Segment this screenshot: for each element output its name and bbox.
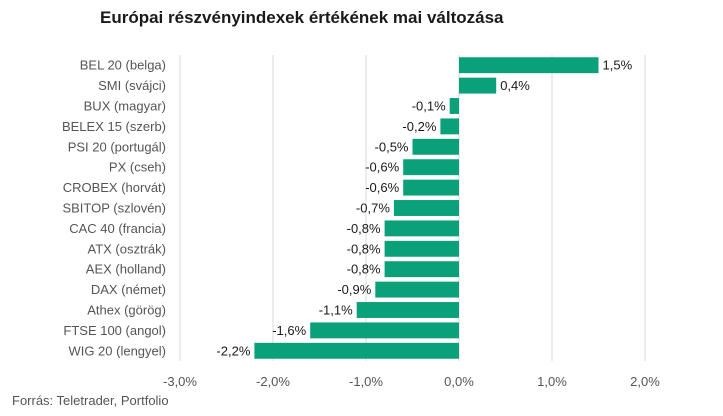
- bar: [403, 159, 459, 176]
- chart-title: Európai részvényindexek értékének mai vá…: [100, 8, 504, 27]
- data-label: 1,5%: [603, 58, 633, 73]
- bar: [375, 281, 459, 298]
- data-label: -0,1%: [412, 99, 446, 114]
- data-label: -0,7%: [356, 201, 390, 216]
- category-label: PSI 20 (portugál): [68, 139, 166, 154]
- category-label: ATX (osztrák): [88, 241, 167, 256]
- x-tick-label: -1,0%: [349, 374, 383, 389]
- category-label: SBITOP (szlovén): [62, 201, 166, 216]
- bar: [310, 322, 459, 339]
- data-label: -0,8%: [347, 241, 381, 256]
- category-label: Athex (görög): [87, 303, 166, 318]
- category-label: CAC 40 (francia): [69, 221, 166, 236]
- bar: [440, 118, 459, 135]
- category-label: BELEX 15 (szerb): [62, 119, 166, 134]
- data-label: -0,5%: [375, 139, 409, 154]
- x-tick-label: 2,0%: [630, 374, 660, 389]
- data-label: 0,4%: [500, 78, 530, 93]
- bar: [384, 220, 459, 237]
- bar: [393, 200, 459, 216]
- bar: [449, 98, 459, 114]
- bar: [459, 57, 599, 74]
- data-label: -0,2%: [402, 119, 436, 134]
- source-note: Forrás: Teletrader, Portfolio: [12, 393, 169, 408]
- data-label: -0,8%: [347, 262, 381, 277]
- category-label: CROBEX (horvát): [63, 180, 166, 195]
- x-tick-label: -2,0%: [256, 374, 290, 389]
- category-label: BUX (magyar): [84, 99, 166, 114]
- bar: [384, 261, 459, 278]
- bar: [412, 138, 459, 155]
- bar: [254, 342, 459, 359]
- data-label: -0,6%: [365, 180, 399, 195]
- category-label: BEL 20 (belga): [80, 58, 166, 73]
- data-label: -0,6%: [365, 160, 399, 175]
- category-label: FTSE 100 (angol): [63, 323, 166, 338]
- x-tick-label: 1,0%: [537, 374, 567, 389]
- bar: [459, 77, 497, 94]
- x-tick-label: 0,0%: [444, 374, 474, 389]
- x-tick-label: -3,0%: [163, 374, 197, 389]
- data-label: -0,8%: [347, 221, 381, 236]
- bar: [403, 179, 459, 196]
- data-label: -1,1%: [319, 303, 353, 318]
- category-label: WIG 20 (lengyel): [68, 343, 166, 358]
- category-label: DAX (német): [91, 282, 166, 297]
- category-label: AEX (holland): [86, 262, 166, 277]
- data-label: -1,6%: [272, 323, 306, 338]
- category-label: PX (cseh): [109, 160, 166, 175]
- category-label: SMI (svájci): [98, 78, 166, 93]
- data-label: -2,2%: [216, 343, 250, 358]
- bar: [356, 302, 459, 318]
- data-label: -0,9%: [337, 282, 371, 297]
- bar: [384, 240, 459, 257]
